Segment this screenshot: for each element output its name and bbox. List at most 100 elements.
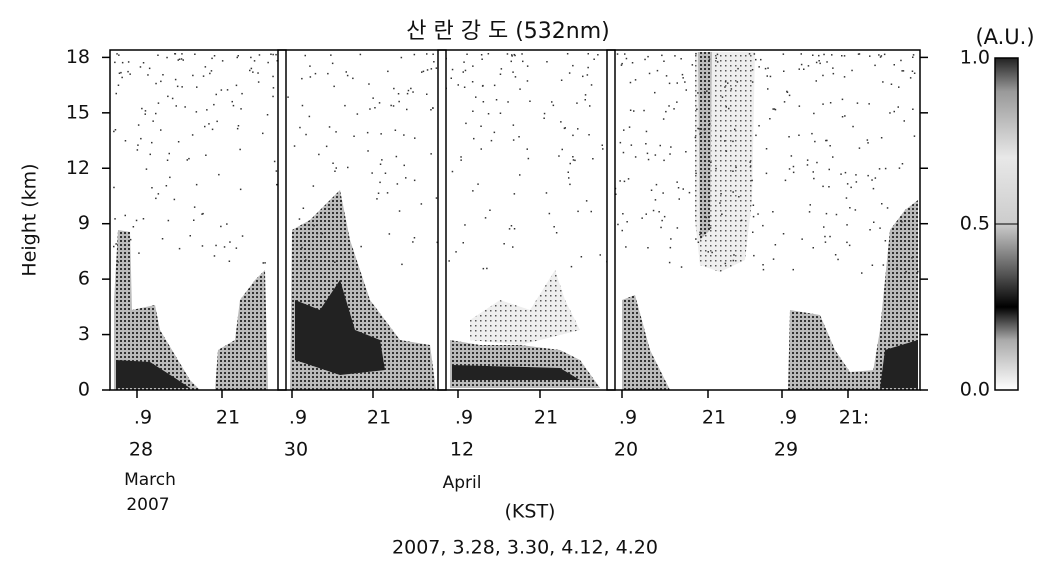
- speckle: [782, 53, 785, 55]
- speckle: [882, 264, 885, 266]
- speckle: [484, 217, 487, 219]
- speckle: [387, 70, 389, 73]
- speckle: [345, 71, 347, 73]
- speckle: [232, 104, 235, 107]
- speckle: [366, 131, 369, 134]
- speckle: [165, 185, 168, 187]
- speckle: [764, 67, 767, 70]
- speckle: [774, 244, 777, 246]
- speckle: [140, 137, 142, 140]
- speckle: [117, 84, 120, 86]
- speckle: [518, 136, 520, 138]
- speckle: [115, 243, 117, 245]
- speckle: [360, 245, 362, 248]
- speckle: [792, 171, 795, 174]
- speckle: [379, 181, 381, 184]
- speckle: [818, 54, 820, 57]
- y-axis-label: Height (km): [19, 163, 41, 276]
- speckle: [313, 225, 315, 227]
- speckle: [512, 139, 515, 141]
- x-axis-label: (KST): [505, 501, 556, 523]
- speckle: [725, 106, 727, 108]
- speckle: [630, 144, 633, 146]
- speckle: [204, 125, 206, 128]
- speckle: [551, 101, 553, 103]
- speckle: [680, 266, 683, 268]
- date-label: 29: [774, 439, 798, 461]
- speckle: [202, 75, 205, 77]
- speckle: [472, 110, 474, 112]
- speckle: [816, 161, 818, 164]
- speckle: [396, 183, 399, 185]
- speckle: [141, 107, 143, 110]
- speckle: [398, 210, 401, 212]
- speckle: [220, 225, 222, 228]
- speckle: [734, 128, 736, 131]
- speckle: [647, 158, 650, 161]
- speckle: [309, 76, 312, 78]
- speckle: [180, 58, 183, 60]
- speckle: [267, 61, 269, 64]
- speckle: [174, 53, 177, 55]
- speckle: [252, 71, 254, 73]
- speckle: [201, 213, 203, 215]
- speckle: [489, 209, 491, 211]
- speckle: [472, 190, 474, 192]
- y-tick-label: 9: [78, 212, 90, 234]
- speckle: [855, 181, 858, 183]
- date-label: 20: [614, 439, 638, 461]
- speckle: [137, 124, 140, 126]
- speckle: [917, 270, 919, 273]
- speckle: [226, 89, 229, 91]
- speckle: [334, 261, 336, 263]
- speckle: [510, 60, 512, 63]
- speckle: [236, 56, 238, 59]
- speckle: [181, 86, 183, 88]
- speckle: [880, 55, 883, 57]
- background-speckle: [113, 53, 919, 274]
- speckle: [543, 112, 546, 115]
- speckle: [302, 207, 305, 209]
- speckle: [392, 105, 395, 107]
- speckle: [694, 136, 697, 139]
- speckle: [368, 83, 370, 85]
- speckle: [871, 179, 873, 181]
- speckle: [514, 54, 516, 57]
- speckle: [615, 193, 617, 195]
- speckle: [755, 134, 757, 137]
- speckle: [592, 158, 594, 160]
- speckle: [886, 207, 889, 209]
- speckle: [114, 129, 117, 131]
- speckle: [654, 154, 657, 156]
- speckle: [806, 164, 809, 166]
- speckle: [335, 167, 337, 169]
- speckle: [301, 77, 303, 80]
- speckle: [519, 88, 521, 90]
- speckle: [572, 134, 574, 137]
- speckle: [511, 55, 513, 57]
- speckle: [374, 107, 376, 109]
- x-tick-label: 21: [216, 407, 240, 429]
- speckle: [414, 137, 416, 139]
- speckle: [257, 81, 260, 83]
- speckle: [878, 54, 880, 56]
- speckle: [869, 55, 871, 57]
- speckle: [507, 101, 509, 103]
- speckle: [706, 90, 708, 92]
- speckle: [347, 166, 349, 169]
- speckle: [499, 112, 502, 114]
- speckle: [622, 151, 625, 154]
- speckle: [432, 53, 434, 55]
- speckle: [514, 76, 517, 78]
- speckle: [660, 226, 662, 229]
- speckle: [590, 210, 592, 213]
- speckle: [670, 238, 672, 240]
- speckle: [716, 53, 719, 56]
- speckle: [682, 77, 684, 79]
- speckle: [512, 246, 514, 248]
- speckle: [353, 135, 355, 137]
- speckle: [792, 268, 794, 271]
- speckle: [435, 197, 438, 199]
- speckle: [493, 131, 496, 134]
- speckle: [668, 105, 670, 107]
